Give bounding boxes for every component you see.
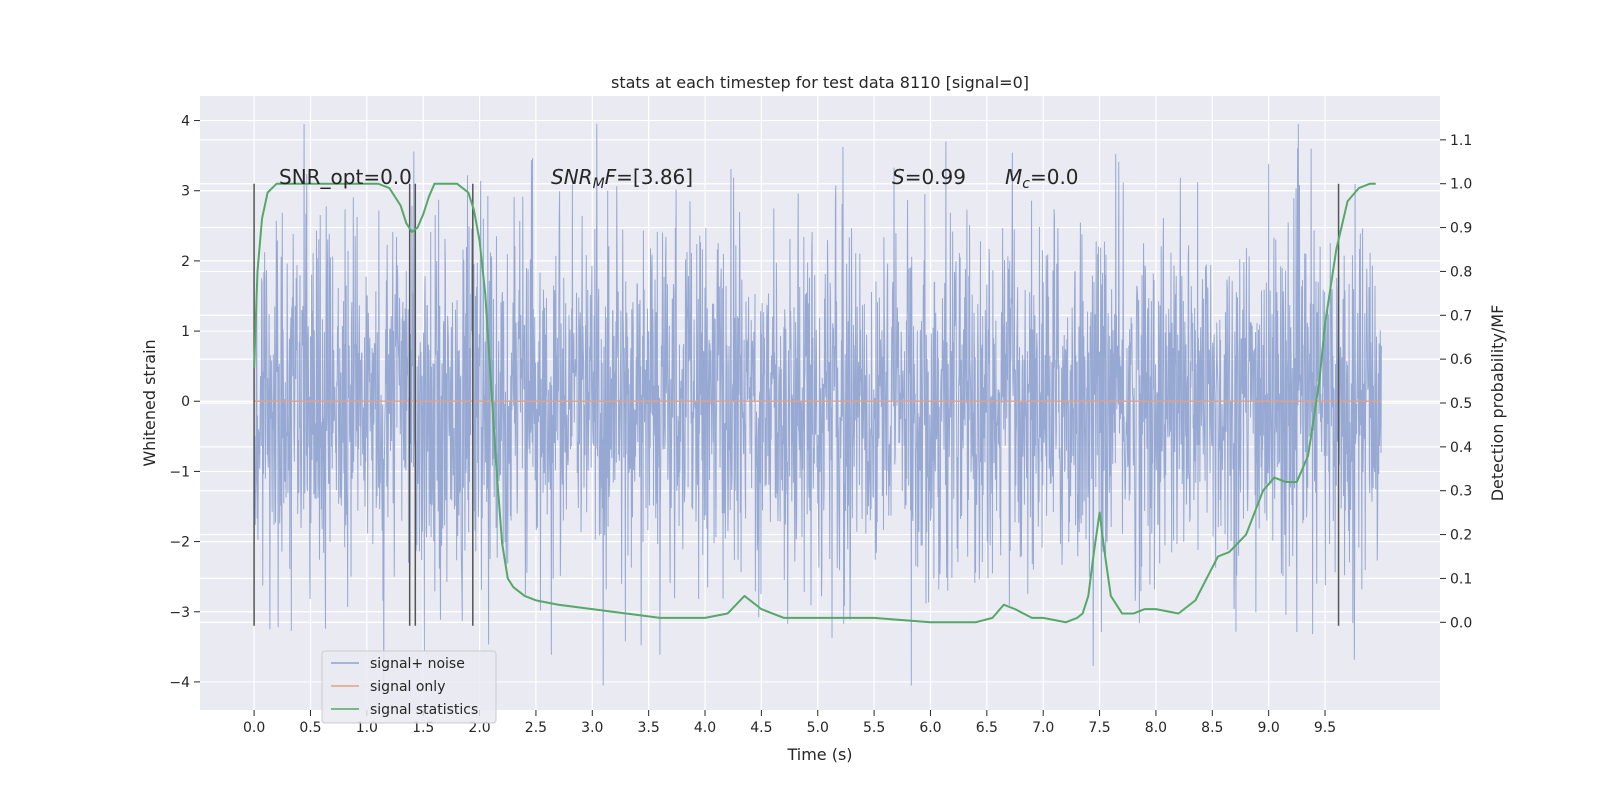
y-left-tick-label: −4	[169, 675, 190, 691]
x-tick-label: 1.5	[412, 720, 434, 736]
annotation-snr-opt: SNR_opt=0.0	[279, 165, 412, 189]
signal-statistics-line	[253, 182, 1376, 624]
y-right-axis-title: Detection probability/MF	[1488, 305, 1507, 502]
y-right-tick-label: 0.3	[1450, 484, 1472, 500]
y-left-tick-label: −1	[169, 464, 190, 480]
x-tick-label: 9.5	[1314, 720, 1336, 736]
x-tick-label: 0.5	[299, 720, 321, 736]
x-tick-label: 8.0	[1145, 720, 1167, 736]
legend-label-signal-statistics: signal statistics	[370, 702, 478, 718]
legend-label-signal-only: signal only	[370, 679, 445, 695]
x-axis-ticks: 0.0 0.5 1.0 1.5 2.0 2.5 3.0 3.5 4.0 4.5 5.0 5.5 6.0 6…	[243, 710, 1336, 736]
y-right-tick-label: 0.0	[1450, 615, 1472, 631]
signal-noise-series	[253, 124, 1382, 686]
vertical-markers	[253, 183, 1340, 626]
legend-box	[321, 650, 497, 724]
y-left-tick-label: 3	[181, 184, 190, 200]
y-right-tick-label: 1.1	[1450, 133, 1472, 149]
y-left-tick-label: 1	[181, 324, 190, 340]
y-right-tick-label: 0.4	[1450, 440, 1472, 456]
x-axis-title: Time (s)	[786, 745, 852, 764]
x-tick-label: 8.5	[1201, 720, 1223, 736]
legend-label-signal-noise: signal+ noise	[370, 656, 465, 672]
y-right-axis-ticks: 1.1 1.0 0.9 0.8 0.7 0.6 0.5 0.4 0.3 0.2 0.1 0.0	[1440, 133, 1472, 631]
x-tick-label: 7.0	[1032, 720, 1054, 736]
annotation-snr-mf: SNRMF=[3.86]	[551, 165, 693, 192]
y-right-tick-label: 0.6	[1450, 352, 1472, 368]
y-left-tick-label: 0	[181, 394, 190, 410]
x-tick-label: 2.0	[468, 720, 490, 736]
x-tick-label: 5.5	[863, 720, 885, 736]
x-tick-label: 3.5	[638, 720, 660, 736]
y-right-tick-label: 0.1	[1450, 571, 1472, 587]
y-right-tick-label: 0.8	[1450, 264, 1472, 280]
y-right-tick-label: 0.5	[1450, 396, 1472, 412]
y-right-tick-label: 0.2	[1450, 528, 1472, 544]
y-right-tick-label: 0.7	[1450, 308, 1472, 324]
y-left-tick-label: 4	[181, 114, 190, 130]
y-right-tick-label: 0.9	[1450, 221, 1472, 237]
x-tick-label: 5.0	[807, 720, 829, 736]
signal-statistics-series	[253, 182, 1376, 624]
x-tick-label: 0.0	[243, 720, 265, 736]
chart-title: stats at each timestep for test data 811…	[611, 73, 1029, 92]
y-left-axis-title: Whitened strain	[140, 339, 159, 466]
x-tick-label: 7.5	[1088, 720, 1110, 736]
y-left-tick-label: −3	[169, 605, 190, 621]
y-right-tick-label: 1.0	[1450, 177, 1472, 193]
x-tick-label: 2.5	[525, 720, 547, 736]
x-tick-label: 4.0	[694, 720, 716, 736]
y-left-tick-label: 2	[181, 254, 190, 270]
legend: signal+ noise signal only signal statist…	[321, 650, 497, 724]
signal-noise-line	[253, 124, 1382, 686]
x-tick-label: 6.0	[919, 720, 941, 736]
x-tick-label: 6.5	[976, 720, 998, 736]
y-left-tick-label: −2	[169, 535, 190, 551]
x-tick-label: 3.0	[581, 720, 603, 736]
x-tick-label: 9.0	[1258, 720, 1280, 736]
x-tick-label: 1.0	[356, 720, 378, 736]
x-tick-label: 4.5	[750, 720, 772, 736]
annotation-s: S=0.99	[892, 165, 966, 189]
annotation-mc: Mc=0.0	[1005, 165, 1079, 192]
y-left-axis-ticks: 4 3 2 1 0 −1 −2 −3 −4	[169, 114, 200, 691]
